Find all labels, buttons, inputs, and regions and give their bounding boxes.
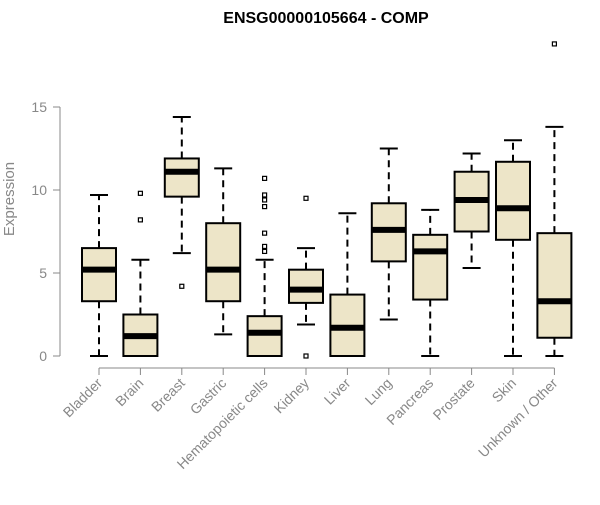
outlier-point [303,353,309,359]
outlier-point [262,248,268,255]
outlier-point [262,204,268,210]
y-tick-label: 10 [31,182,47,198]
x-category-label: Prostate [430,375,478,423]
box-iqr [536,232,573,339]
y-tick-label: 5 [39,265,47,281]
box-group [536,41,573,357]
outlier-point [262,175,268,181]
box-iqr [163,157,200,198]
y-tick-label: 15 [31,99,47,115]
x-category-label: Unknown / Other [475,375,561,461]
y-axis-label: Expression [1,162,18,236]
outlier-point [303,195,309,201]
y-tick-label: 0 [39,348,47,364]
outlier-point [137,217,143,223]
x-category-label: Liver [321,375,354,408]
box-group [370,147,407,321]
box-group [205,167,242,336]
box-iqr [205,222,242,303]
box-group [453,152,490,270]
x-category-label: Brain [112,375,146,409]
box-group [288,195,324,359]
x-category-label: Lung [362,375,395,408]
box-iqr [412,233,449,301]
x-category-label: Bladder [60,375,106,421]
box-iqr [288,268,324,304]
box-group [163,115,200,289]
box-group [246,175,283,358]
outlier-point [262,192,268,198]
outlier-point [179,283,185,289]
box-iqr [81,247,117,303]
box-group [329,212,366,357]
box-group [412,208,449,357]
chart-title: ENSG00000105664 - COMP [223,10,429,27]
box-iqr [495,160,531,241]
outlier-point [262,197,268,203]
outlier-point [262,230,268,236]
outlier-point [262,243,268,250]
y-axis: 0 5 10 15 [31,99,61,364]
x-category-label: Breast [148,375,188,415]
box-group [495,139,531,357]
box-group [122,190,159,357]
outlier-point [137,190,143,196]
x-category-label: Kidney [271,375,313,417]
box-iqr [246,315,283,358]
x-category-label: Skin [489,375,520,406]
box-group [81,193,117,357]
outlier-point [551,41,558,47]
boxes-layer [81,41,573,359]
